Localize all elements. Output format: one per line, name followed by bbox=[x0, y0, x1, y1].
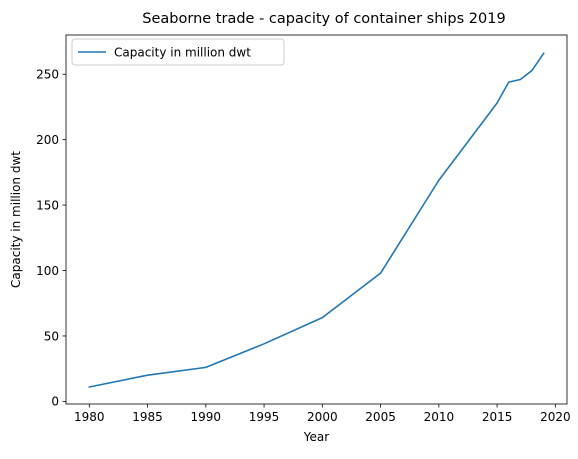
series-line bbox=[89, 53, 543, 387]
y-axis-label: Capacity in million dwt bbox=[9, 151, 23, 288]
legend-label: Capacity in million dwt bbox=[114, 46, 251, 60]
x-tick-label: 1995 bbox=[249, 410, 280, 424]
ticks-layer: 1980 1985 1990 1995 2000 2005 2010 2015 2020 0 50 1… bbox=[36, 68, 571, 424]
chart-title: Seaborne trade - capacity of container s… bbox=[142, 11, 505, 27]
x-tick-label: 2000 bbox=[307, 410, 338, 424]
x-tick-label: 2005 bbox=[365, 410, 396, 424]
y-tick-label: 0 bbox=[51, 395, 59, 409]
legend: Capacity in million dwt bbox=[72, 39, 284, 65]
y-tick-label: 100 bbox=[36, 264, 59, 278]
y-tick-label: 50 bbox=[44, 329, 59, 343]
y-tick-label: 200 bbox=[36, 133, 59, 147]
y-tick-label: 250 bbox=[36, 68, 59, 82]
x-tick-label: 2010 bbox=[424, 410, 455, 424]
x-tick-label: 2020 bbox=[540, 410, 571, 424]
x-tick-label: 1980 bbox=[74, 410, 105, 424]
series-layer bbox=[89, 53, 543, 387]
x-tick-label: 1990 bbox=[191, 410, 222, 424]
y-tick-label: 150 bbox=[36, 198, 59, 212]
x-axis-label: Year bbox=[303, 430, 329, 444]
x-tick-label: 2015 bbox=[482, 410, 513, 424]
plot-frame bbox=[66, 35, 567, 404]
x-tick-label: 1985 bbox=[132, 410, 163, 424]
